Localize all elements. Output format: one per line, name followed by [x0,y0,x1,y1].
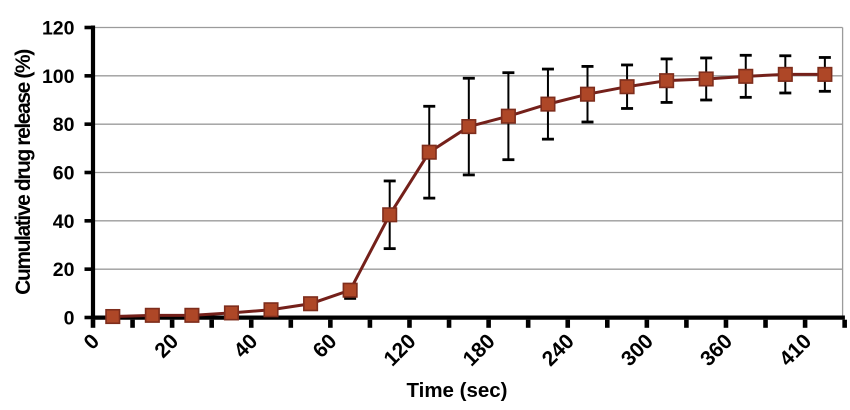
svg-text:Time (sec): Time (sec) [406,379,507,402]
svg-text:20: 20 [53,259,75,281]
svg-text:60: 60 [53,162,75,184]
svg-text:120: 120 [42,17,75,39]
svg-text:Cumulative drug release (%): Cumulative drug release (%) [12,50,35,295]
svg-text:0: 0 [64,307,75,329]
svg-text:80: 80 [53,114,75,136]
svg-text:40: 40 [53,211,75,233]
svg-text:100: 100 [42,66,75,88]
